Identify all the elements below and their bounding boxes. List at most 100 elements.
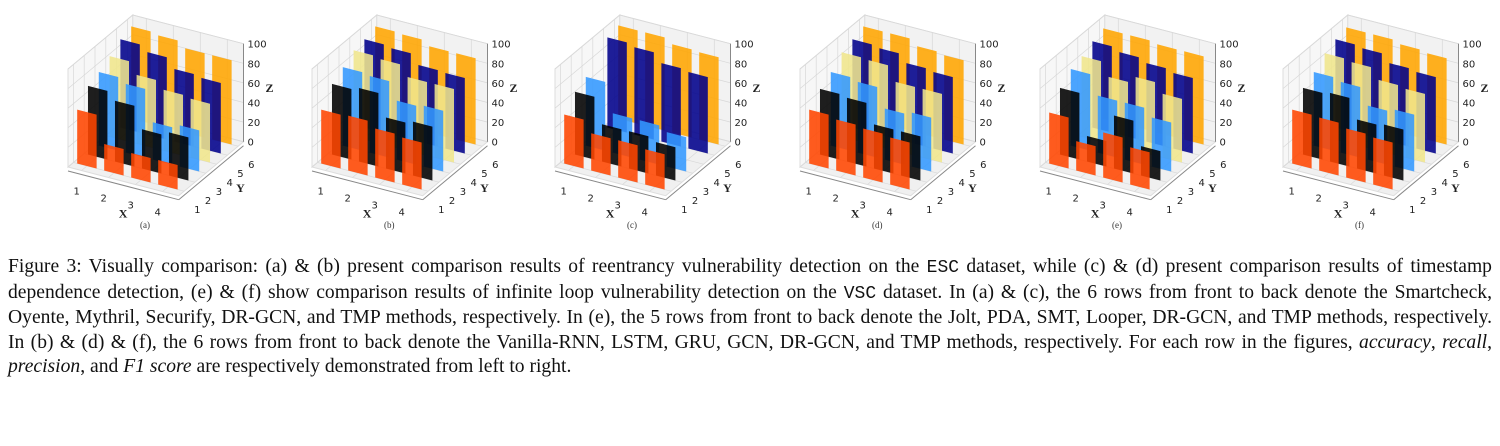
x-tick-label: 3: [372, 201, 378, 212]
caption-text: , and: [80, 356, 124, 377]
z-tick-label: 20: [1463, 118, 1476, 129]
gridline-z: [1039, 14, 1216, 70]
y-axis-label: Y: [1451, 181, 1460, 195]
y-tick-label: 6: [735, 160, 741, 171]
bar: [104, 144, 124, 176]
y-tick-label: 1: [438, 205, 444, 216]
bar: [1373, 137, 1393, 190]
x-tick-label: 3: [1343, 201, 1349, 212]
y-tick-label: 2: [1177, 196, 1183, 207]
z-tick-label: 100: [735, 40, 754, 51]
z-axis-label: Z: [1238, 81, 1246, 95]
y-tick-label: 5: [237, 169, 243, 180]
chart-a: 0 20 40 60 80 100 1 2 3 4 1 2 3 4 5 6 X Y Z (a): [48, 13, 298, 240]
bar: [1076, 141, 1096, 176]
y-tick-label: 4: [471, 178, 477, 189]
subfigure-label: (d): [872, 220, 883, 230]
z-tick-label: 0: [1463, 138, 1469, 149]
x-axis-label: X: [119, 207, 128, 221]
gridline-z: [799, 14, 976, 70]
x-axis-line: [1039, 170, 1151, 201]
z-tick-label: 0: [1220, 138, 1226, 149]
y-tick-label: 4: [1199, 178, 1205, 189]
chart-e: 0 20 40 60 80 100 1 2 3 4 1 2 3 4 5 6 X Y Z (e): [1020, 13, 1270, 240]
gridline-z: [1282, 14, 1459, 70]
z-tick-label: 60: [735, 79, 748, 90]
gridline-y: [1288, 64, 1400, 192]
caption-metric-recall: recall: [1442, 331, 1488, 353]
y-axis-line: [1393, 145, 1459, 201]
x-tick-label: 3: [128, 201, 134, 212]
bar: [1346, 128, 1366, 183]
y-tick-label: 1: [926, 205, 932, 216]
caption-dataset-vsc: VSC: [843, 283, 877, 304]
y-tick-label: 5: [1209, 169, 1215, 180]
y-tick-label: 6: [980, 160, 986, 171]
chart-b: 0 20 40 60 80 100 1 2 3 4 1 2 3 4 5 6 X Y Z (b): [292, 13, 542, 240]
bar: [836, 119, 856, 176]
chart-c: 0 20 40 60 80 100 1 2 3 4 1 2 3 4 5 6 X Y Z (c): [535, 13, 785, 240]
y-axis-label: Y: [480, 181, 489, 195]
caption-text: are respectively demonstrated from left …: [191, 356, 572, 377]
z-tick-label: 0: [980, 138, 986, 149]
caption-metric-accuracy: accuracy: [1359, 331, 1431, 353]
y-tick-label: 6: [492, 160, 498, 171]
bar: [1319, 117, 1339, 176]
y-tick-label: 2: [937, 196, 943, 207]
x-axis-label: X: [851, 207, 860, 221]
x-tick-label: 1: [74, 187, 80, 198]
figure-caption: Figure 3: Visually comparison: (a) & (b)…: [8, 255, 1492, 380]
z-tick-label: 40: [248, 99, 261, 110]
x-tick-label: 3: [860, 201, 866, 212]
bar: [1049, 112, 1069, 169]
bar: [591, 133, 611, 176]
x-tick-label: 4: [1370, 208, 1376, 219]
x-axis-line: [311, 170, 423, 201]
y-axis-line: [910, 145, 976, 201]
y-axis-label: Y: [1208, 181, 1217, 195]
subfigure-label: (a): [140, 220, 150, 230]
caption-dataset-esc: ESC: [926, 258, 960, 278]
bar: [77, 109, 97, 169]
caption-text: ,: [1487, 331, 1492, 353]
x-tick-label: 4: [1127, 208, 1133, 219]
caption-text: dataset, while (c) & (d) present compari…: [8, 256, 1492, 303]
bar: [158, 159, 178, 190]
y-tick-label: 1: [1166, 205, 1172, 216]
z-tick-label: 80: [1220, 59, 1233, 70]
chart-f: 0 20 40 60 80 100 1 2 3 4 1 2 3 4 5 6 X Y Z (f): [1263, 13, 1500, 240]
z-tick-label: 60: [248, 79, 261, 90]
z-axis-label: Z: [266, 81, 274, 95]
z-axis-label: Z: [753, 81, 761, 95]
y-tick-label: 4: [227, 178, 233, 189]
x-tick-label: 2: [345, 194, 351, 205]
x-tick-label: 4: [155, 208, 161, 219]
y-axis-label: Y: [723, 181, 732, 195]
x-axis-line: [799, 170, 911, 201]
z-tick-label: 100: [1220, 40, 1239, 51]
z-tick-label: 40: [1220, 99, 1233, 110]
x-axis-line: [1282, 170, 1394, 201]
y-tick-label: 1: [681, 205, 687, 216]
x-tick-label: 2: [833, 194, 839, 205]
x-axis-line: [554, 170, 666, 201]
y-tick-label: 2: [205, 196, 211, 207]
x-tick-label: 1: [561, 187, 567, 198]
z-tick-label: 100: [1463, 40, 1482, 51]
y-tick-label: 6: [1220, 160, 1226, 171]
y-tick-label: 5: [1452, 169, 1458, 180]
z-tick-label: 60: [1220, 79, 1233, 90]
y-axis-label: Y: [968, 181, 977, 195]
z-tick-label: 100: [492, 40, 511, 51]
z-axis-label: Z: [510, 81, 518, 95]
z-tick-label: 40: [1463, 99, 1476, 110]
x-axis-label: X: [606, 207, 615, 221]
z-tick-label: 20: [492, 118, 505, 129]
z-axis-label: Z: [1481, 81, 1489, 95]
bar: [1130, 147, 1150, 190]
bar: [375, 128, 395, 183]
gridline-y: [1045, 64, 1157, 192]
